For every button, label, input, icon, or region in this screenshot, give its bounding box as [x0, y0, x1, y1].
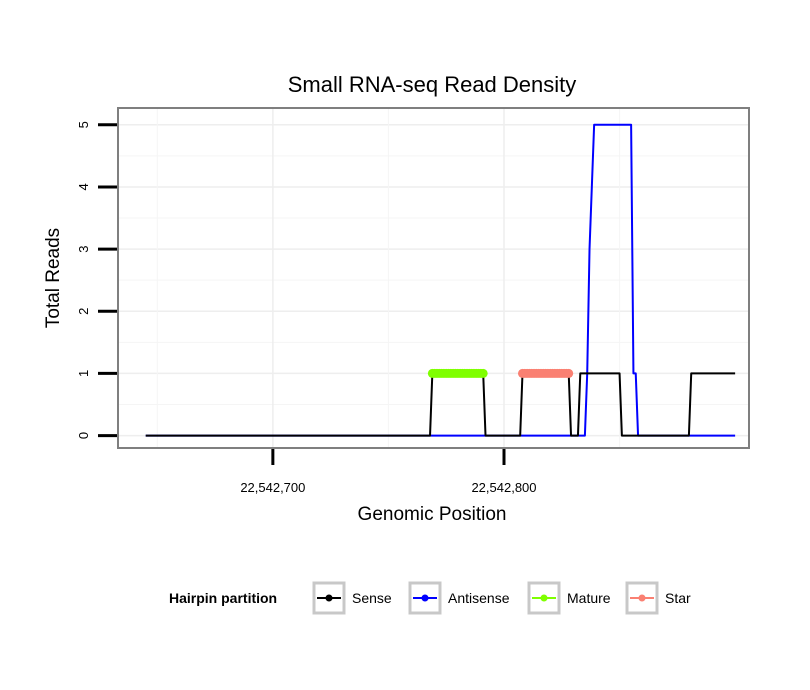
y-tick-label: 2: [76, 308, 91, 315]
y-tick-label: 1: [76, 370, 91, 377]
legend-item-star: Star: [625, 581, 691, 615]
y-tick-label: 4: [76, 183, 91, 190]
y-tick-label: 5: [76, 121, 91, 128]
legend-item-mature: Mature: [527, 581, 611, 615]
legend-label: Sense: [352, 590, 392, 606]
legend-label: Mature: [567, 590, 611, 606]
series-line-antisense: [145, 123, 736, 437]
legend-key-point: [540, 594, 548, 602]
chart-title: Small RNA-seq Read Density: [288, 72, 577, 97]
y-tick-label: 3: [76, 245, 91, 252]
panel-border: [117, 107, 750, 449]
panel-background: [118, 108, 749, 448]
plot-panel: [117, 107, 750, 449]
legend-item-sense: Sense: [312, 581, 392, 615]
x-tick-label: 22,542,800: [471, 480, 536, 495]
legend-label: Star: [665, 590, 691, 606]
y-axis: 0 1 2 3 4 5: [76, 121, 117, 439]
y-tick-label: 0: [76, 432, 91, 439]
legend-key-point: [638, 594, 646, 602]
x-axis: 22,542,700 22,542,800: [240, 449, 537, 495]
x-tick-label: 22,542,700: [240, 480, 305, 495]
legend-key-point: [421, 594, 429, 602]
series-star: [517, 368, 574, 378]
series-mature: [427, 368, 488, 378]
data-point-mature: [478, 368, 488, 378]
legend-label: Antisense: [448, 590, 510, 606]
data-point-star: [564, 368, 574, 378]
legend-title: Hairpin partition: [169, 590, 277, 606]
legend: Hairpin partition Sense Antisense Mature St…: [169, 581, 691, 615]
legend-key-point: [325, 594, 333, 602]
y-axis-title: Total Reads: [43, 228, 64, 328]
x-axis-title: Genomic Position: [358, 504, 507, 525]
legend-item-antisense: Antisense: [408, 581, 510, 615]
